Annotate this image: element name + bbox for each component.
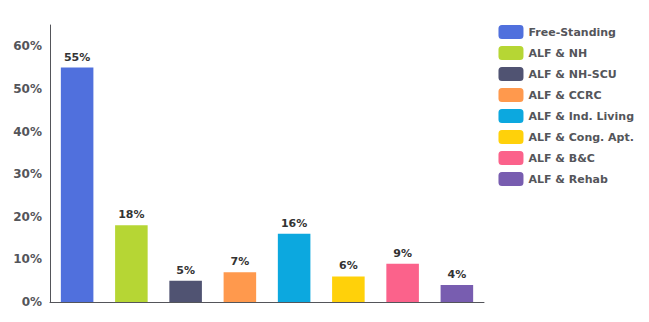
- svg-text:ALF & Ind. Living: ALF & Ind. Living: [528, 110, 634, 123]
- svg-text:16%: 16%: [281, 217, 307, 230]
- svg-text:20%: 20%: [13, 210, 42, 224]
- svg-text:40%: 40%: [13, 125, 42, 139]
- svg-text:ALF & B&C: ALF & B&C: [528, 152, 594, 165]
- svg-text:0%: 0%: [22, 295, 42, 309]
- svg-text:ALF & Rehab: ALF & Rehab: [528, 173, 607, 186]
- svg-text:4%: 4%: [448, 268, 467, 281]
- svg-text:5%: 5%: [176, 264, 195, 277]
- svg-text:ALF & CCRC: ALF & CCRC: [528, 89, 601, 102]
- svg-text:10%: 10%: [13, 252, 42, 266]
- svg-text:ALF & NH-SCU: ALF & NH-SCU: [528, 68, 616, 81]
- svg-text:Free-Standing: Free-Standing: [528, 26, 616, 39]
- svg-text:18%: 18%: [118, 208, 144, 221]
- svg-text:9%: 9%: [393, 247, 412, 260]
- svg-text:6%: 6%: [339, 259, 358, 272]
- svg-text:ALF & Cong. Apt.: ALF & Cong. Apt.: [528, 131, 633, 144]
- svg-text:55%: 55%: [64, 51, 90, 64]
- svg-text:ALF & NH: ALF & NH: [528, 47, 587, 60]
- svg-text:30%: 30%: [13, 167, 42, 181]
- svg-text:50%: 50%: [13, 82, 42, 96]
- svg-text:60%: 60%: [13, 39, 42, 53]
- svg-text:7%: 7%: [231, 255, 250, 268]
